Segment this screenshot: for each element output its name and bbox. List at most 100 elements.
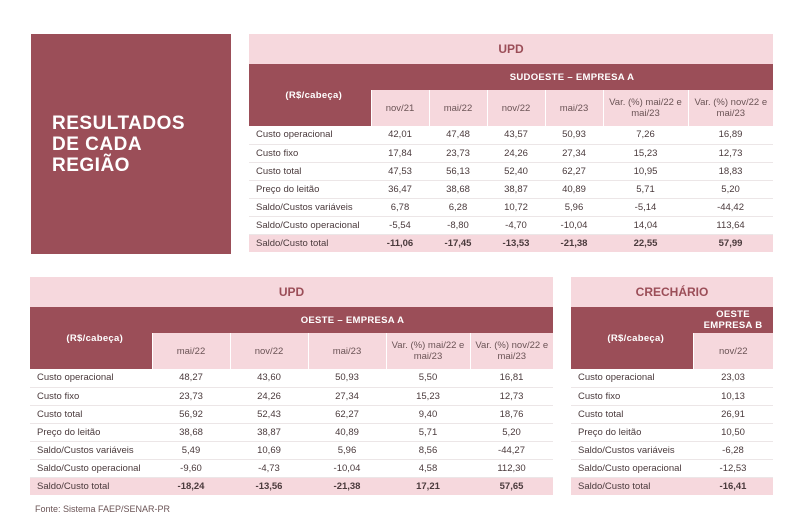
cell-value: -18,24	[152, 477, 230, 495]
row-header-label: (R$/cabeça)	[249, 64, 371, 126]
cell-value: -21,38	[545, 234, 603, 252]
table-row: Custo fixo 17,84 23,73 24,26 27,34 15,23 12,73	[249, 144, 774, 163]
table-row: Saldo/Custo total -11,06 -17,45 -13,53 -21,3…	[249, 234, 774, 252]
table-row: Saldo/Custo total -16,41	[571, 477, 774, 495]
table-row: Saldo/Custo operacional -9,60 -4,73 -10,04 4…	[30, 459, 554, 478]
cell-value: 47,53	[371, 162, 429, 181]
cell-value: 43,57	[487, 126, 545, 145]
cell-value: 6,78	[371, 198, 429, 217]
column-header: Var. (%) nov/22 e mai/23	[687, 90, 774, 126]
row-label: Custo total	[249, 162, 371, 181]
table-row: Saldo/Custo total -18,24 -13,56 -21,38 17,21…	[30, 477, 554, 495]
row-label: Custo total	[571, 405, 693, 424]
column-header: nov/22	[229, 333, 308, 369]
cell-value: 10,50	[693, 423, 774, 442]
cell-value: 112,30	[470, 459, 554, 478]
cell-value: 56,13	[429, 162, 487, 181]
cell-value: 52,43	[230, 405, 308, 424]
section-title: RESULTADOS DE CADA REGIÃO	[52, 112, 186, 176]
table-group-title: UPD	[249, 34, 774, 64]
cell-value: -4,73	[230, 459, 308, 478]
cell-value: 50,93	[545, 126, 603, 145]
cell-value: 48,27	[152, 369, 230, 388]
cell-value: 10,69	[230, 441, 308, 460]
row-label: Custo fixo	[571, 387, 693, 406]
cell-value: 5,49	[152, 441, 230, 460]
cell-value: 5,71	[603, 180, 688, 199]
column-header: Var. (%) mai/22 e mai/23	[385, 333, 470, 369]
row-label: Saldo/Custo total	[249, 234, 371, 252]
column-header: mai/23	[544, 90, 603, 126]
table-group-title: CRECHÁRIO	[571, 277, 774, 307]
table-row: Saldo/Custo operacional -12,53	[571, 459, 774, 478]
table-upd-oeste: UPD (R$/cabeça) OESTE – EMPRESA A mai/22…	[30, 277, 554, 495]
column-header: nov/22	[692, 333, 774, 369]
table-subgroup-title: OESTE – EMPRESA A	[152, 307, 554, 333]
column-header: Var. (%) nov/22 e mai/23	[469, 333, 554, 369]
cell-value: -8,80	[429, 216, 487, 235]
table-subgroup-title: SUDOESTE – EMPRESA A	[371, 64, 774, 90]
cell-value: 10,72	[487, 198, 545, 217]
table-subgroup-title: OESTE EMPRESA B	[693, 307, 774, 333]
row-label: Saldo/Custo operacional	[249, 216, 371, 235]
cell-value: 23,73	[429, 144, 487, 163]
row-label: Custo fixo	[30, 387, 152, 406]
cell-value: -44,42	[688, 198, 774, 217]
table-row: Preço do leitão 36,47 38,68 38,87 40,89 5,71 5…	[249, 180, 774, 199]
cell-value: -13,53	[487, 234, 545, 252]
table-row: Custo total 47,53 56,13 52,40 62,27 10,95 18,8…	[249, 162, 774, 181]
cell-value: 6,28	[429, 198, 487, 217]
row-label: Saldo/Custos variáveis	[30, 441, 152, 460]
table-row: Custo fixo 10,13	[571, 387, 774, 406]
cell-value: 26,91	[693, 405, 774, 424]
row-label: Saldo/Custo operacional	[571, 459, 693, 478]
cell-value: -5,14	[603, 198, 688, 217]
cell-value: 15,23	[386, 387, 470, 406]
row-label: Preço do leitão	[30, 423, 152, 442]
table-row: Custo operacional 48,27 43,60 50,93 5,50 16,8…	[30, 369, 554, 388]
cell-value: 43,60	[230, 369, 308, 388]
column-header: mai/22	[151, 333, 230, 369]
cell-value: 18,83	[688, 162, 774, 181]
cell-value: 24,26	[230, 387, 308, 406]
table-row: Saldo/Custo operacional -5,54 -8,80 -4,70 -1…	[249, 216, 774, 235]
table-row: Saldo/Custos variáveis 5,49 10,69 5,96 8,56-…	[30, 441, 554, 460]
cell-value: 5,20	[688, 180, 774, 199]
row-label: Saldo/Custo total	[571, 477, 693, 495]
cell-value: -16,41	[693, 477, 774, 495]
cell-value: 12,73	[688, 144, 774, 163]
row-label: Saldo/Custo total	[30, 477, 152, 495]
cell-value: 52,40	[487, 162, 545, 181]
table-upd-sudoeste: UPD (R$/cabeça) SUDOESTE – EMPRESA A nov…	[249, 34, 774, 252]
cell-value: 10,95	[603, 162, 688, 181]
source-note: Fonte: Sistema FAEP/SENAR-PR	[35, 504, 171, 514]
row-header-label: (R$/cabeça)	[571, 307, 693, 369]
row-label: Preço do leitão	[571, 423, 693, 442]
section-title-block: RESULTADOS DE CADA REGIÃO	[31, 34, 231, 254]
column-header: nov/22	[486, 90, 545, 126]
table-row: Custo fixo 23,73 24,26 27,34 15,23 12,73	[30, 387, 554, 406]
table-row: Preço do leitão 38,68 38,87 40,89 5,71 5,20	[30, 423, 554, 442]
table-row: Preço do leitão 10,50	[571, 423, 774, 442]
cell-value: -17,45	[429, 234, 487, 252]
table-group-title: UPD	[30, 277, 554, 307]
cell-value: 5,96	[545, 198, 603, 217]
column-header: Var. (%) mai/22 e mai/23	[602, 90, 688, 126]
row-label: Saldo/Custo operacional	[30, 459, 152, 478]
cell-value: 9,40	[386, 405, 470, 424]
cell-value: -6,28	[693, 441, 774, 460]
cell-value: 24,26	[487, 144, 545, 163]
cell-value: 8,56	[386, 441, 470, 460]
table-crechario: CRECHÁRIO (R$/cabeça) OESTE EMPRESA B no…	[571, 277, 774, 495]
cell-value: -44,27	[470, 441, 554, 460]
cell-value: 38,87	[487, 180, 545, 199]
cell-value: 57,99	[688, 234, 774, 252]
cell-value: 5,96	[308, 441, 386, 460]
table-row: Custo operacional 42,01 47,48 43,57 50,93 7,2…	[249, 126, 774, 145]
cell-value: 15,23	[603, 144, 688, 163]
cell-value: 56,92	[152, 405, 230, 424]
cell-value: 62,27	[545, 162, 603, 181]
cell-value: 17,84	[371, 144, 429, 163]
cell-value: 5,71	[386, 423, 470, 442]
cell-value: 40,89	[308, 423, 386, 442]
